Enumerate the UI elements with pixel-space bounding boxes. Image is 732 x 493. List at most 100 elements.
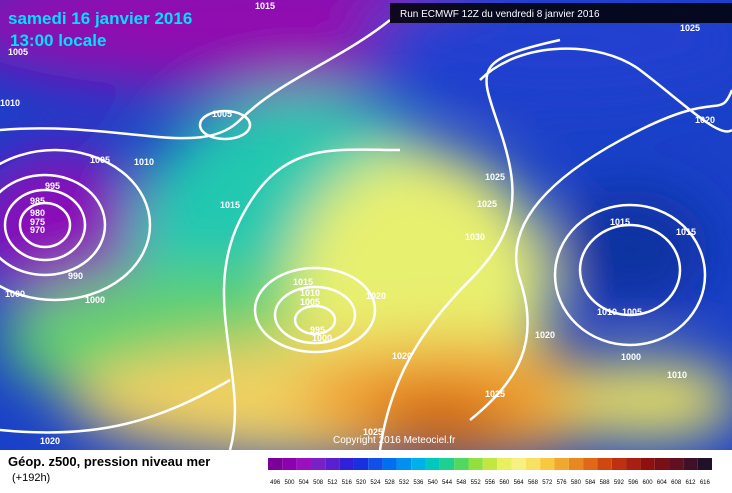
color-swatch <box>683 458 698 470</box>
scale-label: 524 <box>370 480 381 486</box>
color-swatch <box>325 458 340 470</box>
isobar-label: 1020 <box>366 291 386 301</box>
isobar-label: 1005 <box>300 297 320 307</box>
color-swatch <box>282 458 297 470</box>
isobar-label: 1010 <box>667 370 687 380</box>
color-swatch <box>296 458 311 470</box>
scale-label: 592 <box>614 480 625 486</box>
color-swatch <box>583 458 598 470</box>
isobar-label: 1000 <box>621 352 641 362</box>
color-swatch <box>411 458 426 470</box>
scale-label: 544 <box>442 480 453 486</box>
color-swatch <box>697 458 712 470</box>
scale-label: 508 <box>313 480 324 486</box>
scale-label: 588 <box>600 480 611 486</box>
isobar-label: 1000 <box>85 295 105 305</box>
scale-label: 604 <box>657 480 668 486</box>
isobar-label: 1005 <box>622 307 642 317</box>
color-swatch <box>511 458 526 470</box>
color-swatch <box>368 458 383 470</box>
scale-label: 584 <box>585 480 596 486</box>
isobar-label: 1025 <box>477 199 497 209</box>
isobar-label: 985 <box>30 196 45 206</box>
scale-label: 504 <box>299 480 310 486</box>
isobars <box>0 19 732 450</box>
scale-label: 500 <box>284 480 295 486</box>
color-swatch <box>568 458 584 470</box>
color-swatch <box>497 458 512 470</box>
color-swatch <box>425 458 440 470</box>
isobar-label: 1015 <box>255 1 275 11</box>
scale-label: 548 <box>456 480 467 486</box>
isobar-label: 980 <box>30 208 45 218</box>
isobar-label: 995 <box>310 325 325 335</box>
isobar-label: 1015 <box>220 200 240 210</box>
isobar-label: 1000 <box>312 333 332 343</box>
color-swatch <box>439 458 455 470</box>
color-swatch <box>382 458 397 470</box>
lead-time: (+192h) <box>12 472 50 484</box>
color-swatch <box>597 458 612 470</box>
scale-label: 516 <box>342 480 353 486</box>
color-swatch <box>454 458 469 470</box>
isobar-label: 1005 <box>212 109 232 119</box>
color-swatch <box>669 458 684 470</box>
scale-label: 612 <box>686 480 697 486</box>
copyright: Copyright 2016 Meteociel.fr <box>333 435 456 446</box>
isobar-label: 1015 <box>610 217 630 227</box>
scale-label: 616 <box>700 480 711 486</box>
scale-label: 572 <box>542 480 553 486</box>
scale-label: 556 <box>485 480 496 486</box>
isobar-label: 975 <box>30 217 45 227</box>
isobar-label: 1010 <box>597 307 617 317</box>
scale-label: 520 <box>356 480 367 486</box>
scale-label: 560 <box>499 480 510 486</box>
isobar-label: 1025 <box>485 389 505 399</box>
scale-label: 496 <box>270 480 281 486</box>
scale-label: 576 <box>557 480 568 486</box>
time: 13:00 locale <box>10 31 106 50</box>
isobar-label: 1020 <box>695 115 715 125</box>
scale-label: 540 <box>428 480 439 486</box>
run-info: Run ECMWF 12Z du vendredi 8 janvier 2016 <box>400 9 600 20</box>
color-swatch <box>611 458 627 470</box>
isobar-label: 1025 <box>680 23 700 33</box>
scale-label: 552 <box>471 480 482 486</box>
scale-label: 600 <box>643 480 654 486</box>
isobar-label: 1010 <box>300 288 320 298</box>
legend-title: Géop. z500, pression niveau mer <box>8 454 210 469</box>
isobar-label: 1005 <box>8 47 28 57</box>
isobar-label: 1010 <box>0 98 20 108</box>
isobar-label: 1015 <box>293 277 313 287</box>
color-swatch <box>396 458 412 470</box>
map-background <box>0 0 732 450</box>
scale-label: 608 <box>671 480 682 486</box>
isobar-label: 1025 <box>485 172 505 182</box>
isobar-label: 1015 <box>676 227 696 237</box>
color-swatch <box>525 458 541 470</box>
scale-label: 528 <box>385 480 396 486</box>
isobar-label: 970 <box>30 225 45 235</box>
isobar-label: 1020 <box>392 351 412 361</box>
color-swatch <box>540 458 555 470</box>
color-swatch <box>468 458 483 470</box>
scale-label: 568 <box>528 480 539 486</box>
isobar-label: 1010 <box>134 157 154 167</box>
color-swatch <box>626 458 641 470</box>
isobar-label: 1030 <box>465 232 485 242</box>
color-swatch <box>640 458 655 470</box>
scale-label: 536 <box>413 480 424 486</box>
isobar-label: 995 <box>45 181 60 191</box>
scale-label: 532 <box>399 480 410 486</box>
scale-label: 596 <box>628 480 639 486</box>
color-swatch <box>482 458 498 470</box>
color-swatch <box>353 458 369 470</box>
scale-label: 564 <box>514 480 525 486</box>
isobar-label: 1025 <box>363 427 383 437</box>
isobar-label: 1000 <box>5 289 25 299</box>
isobar-label: 1020 <box>40 436 60 446</box>
color-swatch <box>554 458 569 470</box>
scale-label: 512 <box>327 480 338 486</box>
scale-label: 580 <box>571 480 582 486</box>
